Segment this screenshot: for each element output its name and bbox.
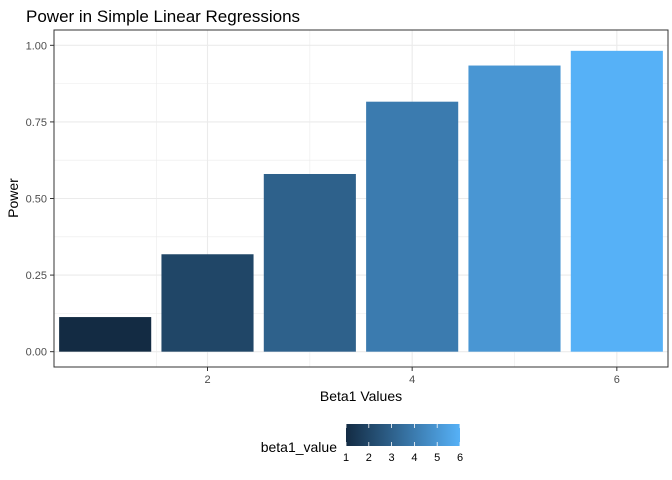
bar	[366, 101, 459, 352]
bar	[468, 65, 561, 352]
y-axis-label: Power	[5, 178, 21, 218]
bar	[263, 173, 356, 352]
legend-tick-label: 6	[457, 452, 463, 464]
bars-group	[59, 50, 663, 352]
y-tick-label: 0.00	[26, 347, 47, 359]
legend-colorbar	[346, 424, 460, 446]
legend-title: beta1_value	[261, 439, 338, 455]
y-axis-ticks: 0.00 0.25 0.50 0.75 1.00	[26, 40, 54, 359]
legend: beta1_value 1 2 3 4 5 6	[261, 424, 463, 464]
legend-tick-label: 1	[343, 452, 349, 464]
legend-tick-label: 5	[434, 452, 440, 464]
y-tick-label: 0.75	[26, 117, 47, 129]
legend-colorbar-ticks: 1 2 3 4 5 6	[343, 424, 463, 464]
y-tick-label: 0.50	[26, 194, 47, 206]
y-tick-label: 1.00	[26, 40, 47, 52]
x-tick-label: 2	[204, 374, 210, 386]
legend-tick-label: 2	[366, 452, 372, 464]
bar	[161, 254, 254, 352]
x-axis-ticks: 2 4 6	[204, 367, 620, 386]
x-tick-label: 6	[614, 374, 620, 386]
chart-title: Power in Simple Linear Regressions	[26, 7, 300, 26]
bar	[570, 50, 663, 352]
legend-tick-label: 4	[411, 452, 417, 464]
legend-tick-label: 3	[389, 452, 395, 464]
x-axis-label: Beta1 Values	[320, 388, 402, 404]
x-tick-label: 4	[409, 374, 415, 386]
bar	[59, 317, 152, 352]
y-tick-label: 0.25	[26, 270, 47, 282]
